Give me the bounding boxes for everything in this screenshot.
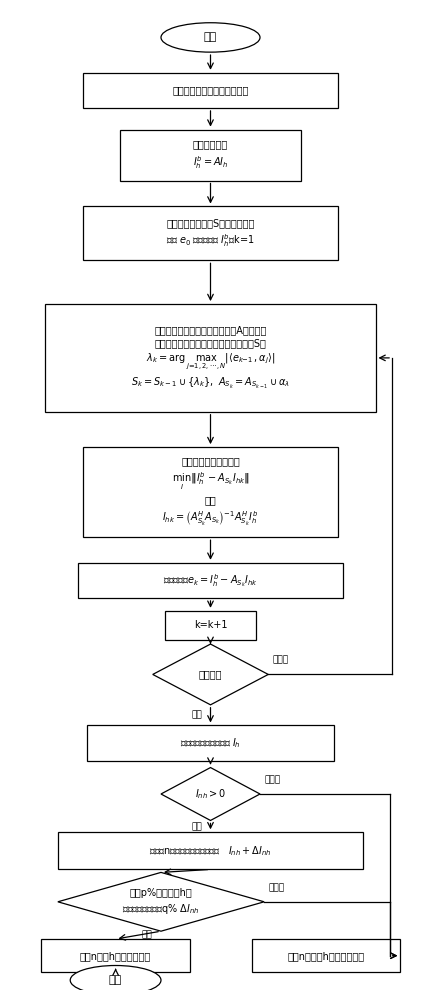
Ellipse shape: [70, 966, 161, 995]
Bar: [83, 447, 338, 537]
Text: 开始: 开始: [204, 32, 217, 42]
Text: 满足: 满足: [192, 822, 202, 831]
Polygon shape: [161, 768, 260, 820]
Polygon shape: [58, 872, 264, 931]
Text: 不满足: 不满足: [272, 656, 288, 665]
Text: 满足: 满足: [142, 931, 153, 940]
Bar: [83, 73, 338, 108]
Text: $I_{nh}>0$: $I_{nh}>0$: [195, 787, 226, 801]
Text: 节点n含有h次主要谐波源: 节点n含有h次主要谐波源: [80, 951, 151, 961]
Text: 建立量测方程
$I_h^b = AI_h$: 建立量测方程 $I_h^b = AI_h$: [193, 139, 228, 171]
Bar: [58, 832, 363, 869]
Text: 更新残差：$e_k = I_h^b - A_{S_k} I_{hk}$: 更新残差：$e_k = I_h^b - A_{S_k} I_{hk}$: [163, 572, 258, 589]
Text: 初始化：字典子集S为空集，残差
向量 $e_0$ 为量测向量 $I_h^b$，k=1: 初始化：字典子集S为空集，残差 向量 $e_0$ 为量测向量 $I_h^b$，k…: [166, 218, 255, 249]
Text: k=k+1: k=k+1: [194, 620, 227, 630]
Text: 辨识：计算内积，选出字典矩阵A中与残差
最强相关的列向量，并添加到字典子集S中
$\lambda_k = \arg\max_{j=1,2,\cdots,N}\l: 辨识：计算内积，选出字典矩阵A中与残差 最强相关的列向量，并添加到字典子集S中 …: [131, 325, 290, 391]
Bar: [252, 939, 400, 972]
Text: 超过p%的节点的h次
谐波电流变化超过q% $\Delta I_{nh}$: 超过p%的节点的h次 谐波电流变化超过q% $\Delta I_{nh}$: [122, 888, 200, 916]
Bar: [120, 130, 301, 181]
Bar: [83, 206, 338, 260]
Bar: [45, 304, 376, 412]
Bar: [78, 563, 343, 598]
Text: 不满足: 不满足: [268, 883, 285, 892]
Bar: [41, 939, 190, 972]
Ellipse shape: [161, 23, 260, 52]
Text: 节点n不含有h次主要谐波源: 节点n不含有h次主要谐波源: [288, 951, 365, 961]
Text: 终止判据: 终止判据: [199, 669, 222, 679]
Text: 估计：求解最小化问题
$\min_I \left\| I_h^b - A_{S_k} I_{hk}\right\|$
解得
$I_{hk} = \left(A_: 估计：求解最小化问题 $\min_I \left\| I_h^b - A_{S_…: [163, 456, 258, 528]
Text: 满足: 满足: [192, 711, 202, 720]
Bar: [165, 611, 256, 640]
Polygon shape: [153, 644, 268, 705]
Text: 输出节点注入谐波电流 $I_h$: 输出节点注入谐波电流 $I_h$: [180, 736, 241, 750]
Text: 不满足: 不满足: [264, 775, 280, 784]
Text: 获取部分支路谐波电流测量值: 获取部分支路谐波电流测量值: [172, 85, 249, 95]
Bar: [87, 725, 334, 761]
Text: 将节点n的谐波注入电流设定为   $I_{nh} + \Delta I_{nh}$: 将节点n的谐波注入电流设定为 $I_{nh} + \Delta I_{nh}$: [149, 844, 272, 858]
Text: 结束: 结束: [109, 975, 122, 985]
